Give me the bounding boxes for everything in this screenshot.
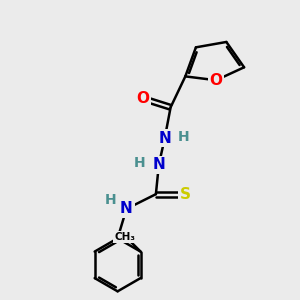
Text: N: N xyxy=(152,157,165,172)
Text: S: S xyxy=(180,187,191,202)
Text: CH₃: CH₃ xyxy=(114,232,135,242)
Text: H: H xyxy=(104,193,116,207)
Text: H: H xyxy=(134,156,146,170)
Text: H: H xyxy=(178,130,190,144)
Text: N: N xyxy=(158,131,171,146)
Text: O: O xyxy=(209,73,223,88)
Text: O: O xyxy=(136,91,149,106)
Text: N: N xyxy=(120,201,133,216)
